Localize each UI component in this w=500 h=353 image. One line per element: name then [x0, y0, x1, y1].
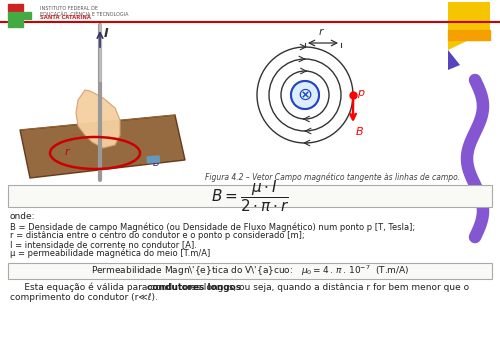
Text: r: r	[65, 147, 70, 157]
Bar	[16, 12, 23, 19]
Text: I: I	[104, 27, 108, 40]
Text: μ = permeabilidade magnética do meio [T.m/A]: μ = permeabilidade magnética do meio [T.…	[10, 249, 210, 258]
Text: Permeabilidade Magn\'{e}tica do V\'{a}cuo:   $\mu_0 = 4\,.\,\pi\,.\,10^{-7}$  (T: Permeabilidade Magn\'{e}tica do V\'{a}cu…	[91, 264, 409, 278]
Text: B: B	[153, 158, 160, 168]
Text: Esta equação é válida para condutores longos, ou seja, quando a distância r for : Esta equação é válida para condutores lo…	[10, 283, 469, 293]
Text: r: r	[319, 27, 324, 37]
Bar	[24, 12, 31, 19]
Bar	[16, 4, 23, 11]
Bar	[147, 156, 160, 163]
Text: I = intensidade de corrente no condutor [A].: I = intensidade de corrente no condutor …	[10, 240, 197, 249]
Polygon shape	[448, 50, 460, 70]
Text: INSTITUTO FEDERAL DE: INSTITUTO FEDERAL DE	[40, 6, 98, 11]
Bar	[448, 30, 490, 40]
Text: EDUCAÇÃO, CIÊNCIA E TECNOLOGIA: EDUCAÇÃO, CIÊNCIA E TECNOLOGIA	[40, 11, 128, 17]
Text: B = Densidade de campo Magnético (ou Densidade de Fluxo Magnético) num ponto p [: B = Densidade de campo Magnético (ou Den…	[10, 222, 415, 232]
Text: r = distância entre o centro do condutor e o ponto p considerado [m];: r = distância entre o centro do condutor…	[10, 231, 304, 240]
Text: Figura 4.2 – Vetor Campo magnético tangente às linhas de campo.: Figura 4.2 – Vetor Campo magnético tange…	[205, 172, 460, 181]
Text: B: B	[356, 127, 364, 137]
FancyBboxPatch shape	[8, 185, 492, 207]
Polygon shape	[20, 115, 185, 178]
Text: $\otimes$: $\otimes$	[298, 86, 312, 104]
Bar	[16, 20, 23, 27]
Polygon shape	[448, 2, 490, 50]
Bar	[8, 4, 15, 11]
Text: p: p	[357, 88, 364, 98]
Text: $B = \dfrac{\mu \cdot I}{2 \cdot \pi \cdot r}$: $B = \dfrac{\mu \cdot I}{2 \cdot \pi \cd…	[210, 178, 290, 214]
Text: onde:: onde:	[10, 212, 36, 221]
Text: condutores longos: condutores longos	[147, 283, 241, 292]
Bar	[8, 20, 15, 27]
Circle shape	[291, 81, 319, 109]
Polygon shape	[76, 90, 120, 148]
Bar	[8, 12, 15, 19]
Text: SANTA CATARINA: SANTA CATARINA	[40, 15, 91, 20]
Text: comprimento do condutor (r≪ℓ).: comprimento do condutor (r≪ℓ).	[10, 293, 158, 302]
FancyBboxPatch shape	[8, 263, 492, 279]
